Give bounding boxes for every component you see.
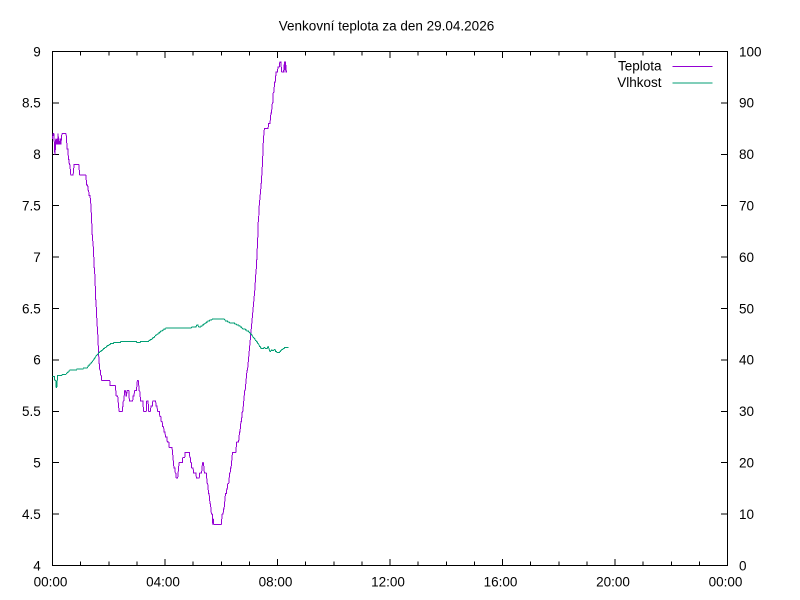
svg-text:6: 6 [33, 353, 41, 368]
svg-text:100: 100 [739, 44, 762, 59]
svg-text:04:00: 04:00 [146, 574, 180, 589]
svg-text:8.5: 8.5 [22, 96, 41, 111]
svg-text:10: 10 [739, 507, 754, 522]
svg-text:30: 30 [739, 404, 754, 419]
svg-text:20:00: 20:00 [596, 574, 630, 589]
svg-text:5: 5 [33, 456, 41, 471]
svg-text:7.5: 7.5 [22, 199, 41, 214]
svg-text:8: 8 [33, 147, 41, 162]
svg-text:80: 80 [739, 147, 754, 162]
svg-text:60: 60 [739, 250, 754, 265]
svg-text:5.5: 5.5 [22, 404, 41, 419]
svg-text:4.5: 4.5 [22, 507, 41, 522]
svg-text:20: 20 [739, 456, 754, 471]
svg-text:40: 40 [739, 353, 754, 368]
svg-text:70: 70 [739, 199, 754, 214]
svg-text:0: 0 [739, 558, 747, 573]
svg-text:16:00: 16:00 [484, 574, 518, 589]
svg-text:Venkovní teplota za den 29.04.: Venkovní teplota za den 29.04.2026 [279, 18, 494, 33]
svg-text:Teplota: Teplota [618, 58, 662, 73]
svg-text:4: 4 [33, 558, 41, 573]
svg-text:50: 50 [739, 301, 754, 316]
svg-text:00:00: 00:00 [709, 574, 743, 589]
svg-text:6.5: 6.5 [22, 301, 41, 316]
svg-text:7: 7 [33, 250, 41, 265]
svg-text:9: 9 [33, 44, 41, 59]
svg-text:12:00: 12:00 [371, 574, 405, 589]
svg-text:00:00: 00:00 [34, 574, 68, 589]
svg-text:90: 90 [739, 96, 754, 111]
svg-text:Vlhkost: Vlhkost [617, 75, 662, 90]
svg-text:08:00: 08:00 [259, 574, 293, 589]
